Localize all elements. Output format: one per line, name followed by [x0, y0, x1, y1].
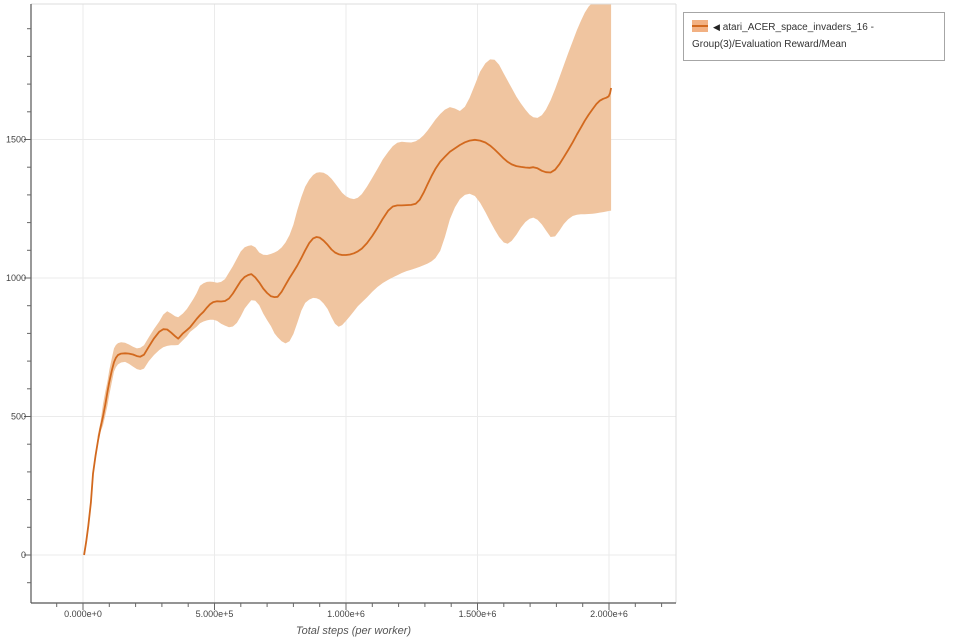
y-tick-label: 0: [21, 550, 26, 560]
legend-label: atari_ACER_space_invaders_16 - Group(3)/…: [692, 22, 874, 50]
legend[interactable]: ◀ atari_ACER_space_invaders_16 - Group(3…: [683, 12, 945, 61]
tick-labels: 0.000e+0 5.000e+5 1.000e+6 1.500e+6 2.000e+6…: [6, 135, 628, 620]
plot-area[interactable]: [31, 4, 676, 603]
ticks: [24, 28, 663, 610]
x-tick-label: 1.000e+6: [327, 609, 365, 619]
mean-line: [83, 87, 612, 556]
x-tick-label: 5.000e+5: [196, 609, 234, 619]
legend-swatch-line: [692, 25, 708, 27]
x-tick-label: 0.000e+0: [64, 609, 102, 619]
legend-swatch-band: [692, 20, 708, 32]
x-tick-label: 1.500e+6: [459, 609, 497, 619]
y-tick-label: 500: [11, 412, 26, 422]
x-tick-label: 2.000e+6: [590, 609, 628, 619]
x-axis-title: Total steps (per worker): [296, 625, 411, 637]
legend-collapse-icon[interactable]: ◀: [713, 22, 720, 32]
confidence-band: [97, 4, 612, 444]
y-tick-label: 1500: [6, 135, 26, 145]
y-tick-label: 1000: [6, 273, 26, 283]
